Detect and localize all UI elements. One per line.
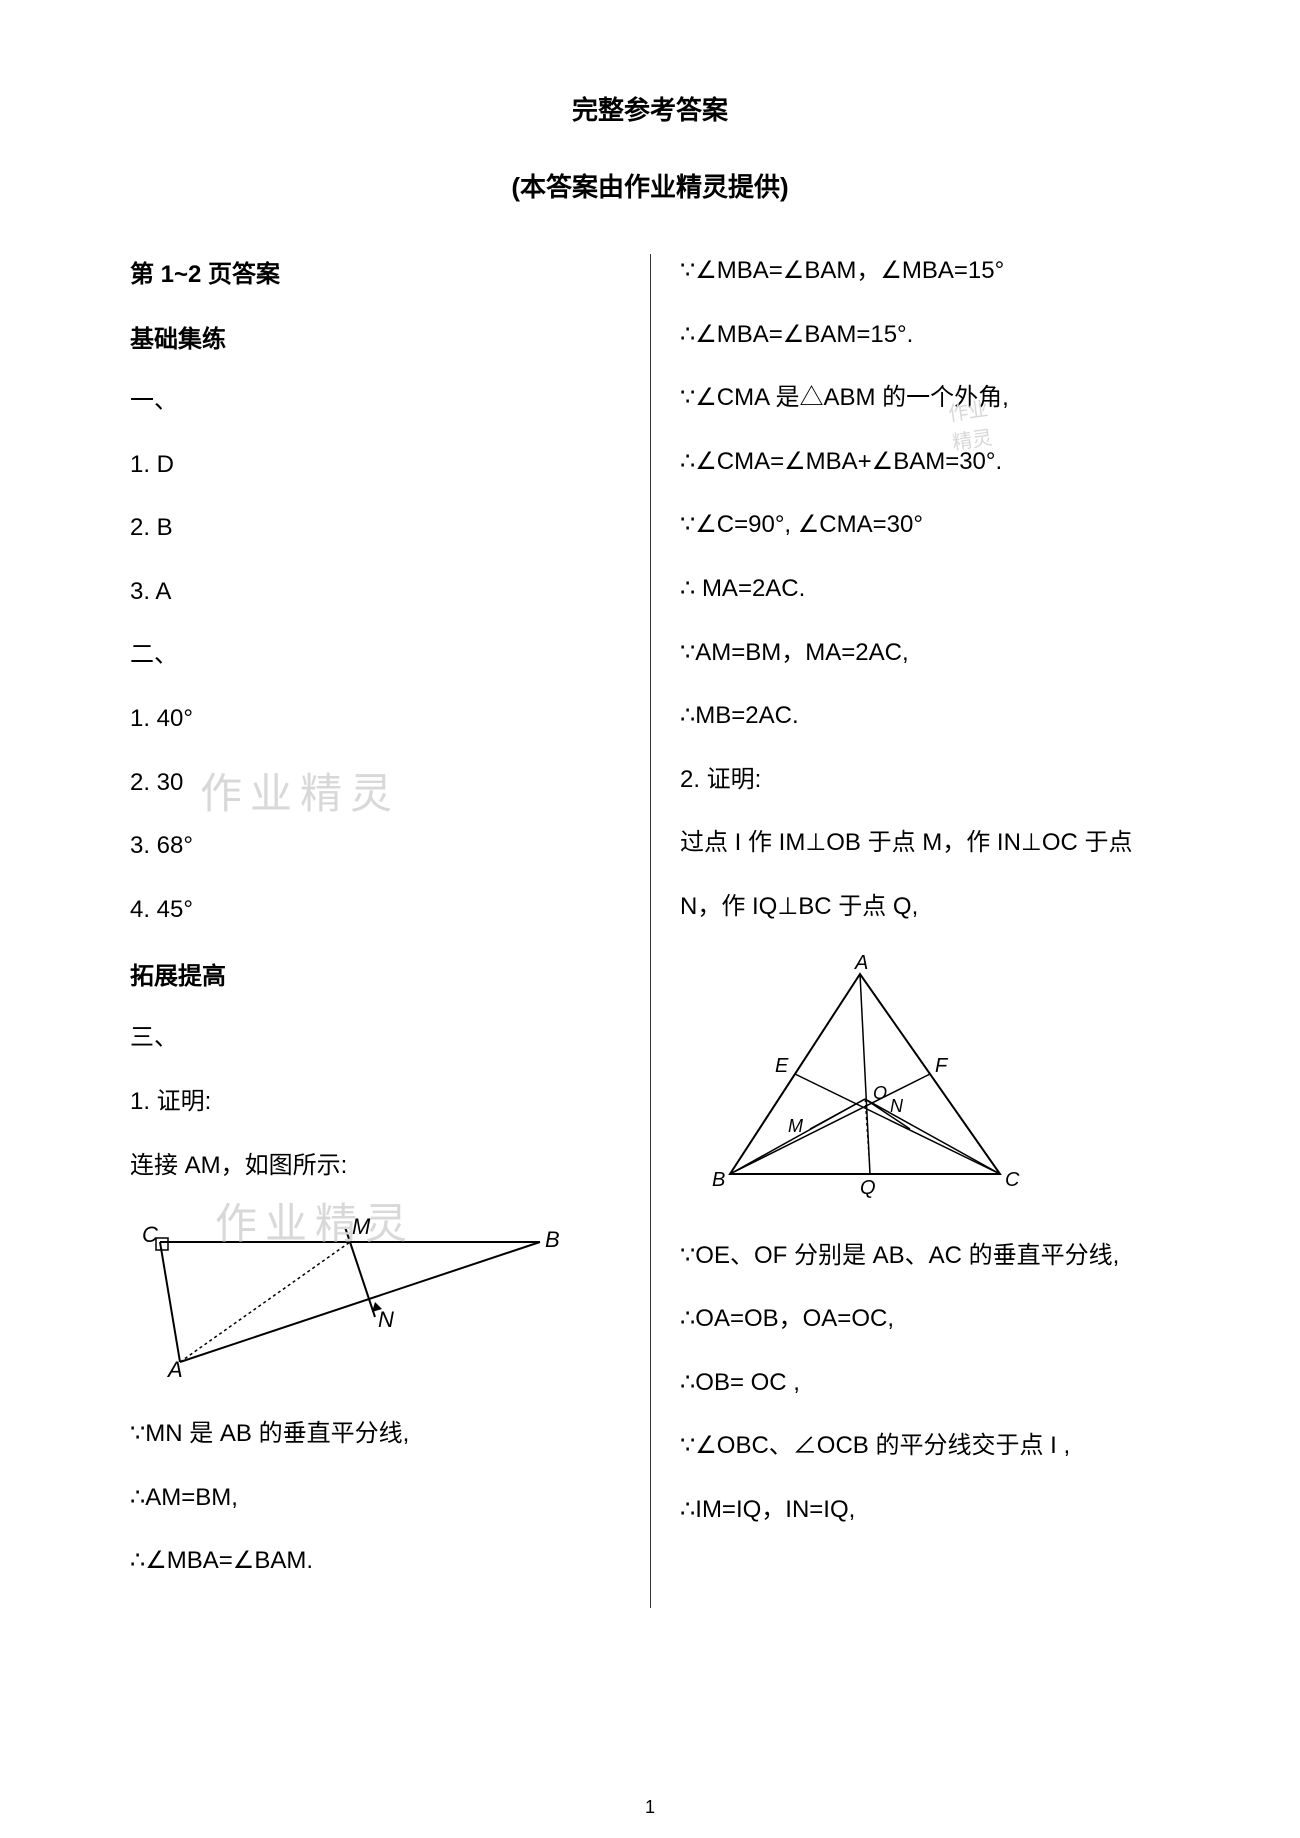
line-om: [810, 1099, 865, 1129]
answer-1-3: 3. A: [130, 575, 620, 609]
line-ce: [795, 1074, 1000, 1174]
line-co: [865, 1099, 1000, 1174]
right-line5: ∵∠C=90°, ∠CMA=30°: [680, 508, 1170, 542]
label-n: N: [378, 1307, 394, 1332]
proof-1-line1: ∵MN 是 AB 的垂直平分线,: [130, 1417, 620, 1451]
answer-1-2: 2. B: [130, 511, 620, 545]
label2-b: B: [712, 1169, 725, 1191]
figure-2-triangle: A B C E F O M N Q: [680, 954, 1170, 1209]
right-line16: ∴IM=IQ，IN=IQ,: [680, 1493, 1170, 1527]
main-title: 完整参考答案: [110, 90, 1190, 127]
answer-1-1: 1. D: [130, 448, 620, 482]
label2-c: C: [1005, 1169, 1020, 1191]
line-ab: [180, 1242, 540, 1362]
proof-1-line3: ∴∠MBA=∠BAM.: [130, 1544, 620, 1578]
proof-1-text: 连接 AM，如图所示:: [130, 1149, 620, 1183]
column-divider: [650, 254, 651, 1608]
line-am-dashed: [180, 1242, 350, 1362]
right-line3: ∵∠CMA 是△ABM 的一个外角,: [680, 381, 1170, 415]
answer-2-2: 2. 30: [130, 766, 620, 800]
proof-1-line2: ∴AM=BM,: [130, 1481, 620, 1515]
right-column: ∵∠MBA=∠BAM，∠MBA=15° ∴∠MBA=∠BAM=15°. ∵∠CM…: [650, 254, 1190, 1608]
right-line9: 2. 证明:: [680, 763, 1170, 797]
triangle-svg-1: C B A M N: [130, 1212, 570, 1382]
content-area: 第 1~2 页答案 基础集练 一、 1. D 2. B 3. A 二、 1. 4…: [110, 254, 1190, 1608]
right-line11: N，作 IQ⊥BC 于点 Q,: [680, 890, 1170, 924]
line-mn: [345, 1227, 375, 1317]
answer-2-3: 3. 68°: [130, 829, 620, 863]
label-m: M: [352, 1214, 371, 1239]
right-line13: ∴OA=OB，OA=OC,: [680, 1302, 1170, 1336]
answer-2-4: 4. 45°: [130, 893, 620, 927]
line-on: [865, 1099, 910, 1129]
label2-o: O: [873, 1083, 887, 1103]
right-line10: 过点 I 作 IM⊥OB 于点 M，作 IN⊥OC 于点: [680, 826, 1170, 860]
right-line7: ∵AM=BM，MA=2AC,: [680, 636, 1170, 670]
label2-a: A: [854, 954, 868, 974]
part3-label: 三、: [130, 1021, 620, 1055]
figure-1-triangle: C B A M N: [130, 1212, 620, 1387]
label2-e: E: [775, 1055, 789, 1077]
right-line4: ∴∠CMA=∠MBA+∠BAM=30°.: [680, 445, 1170, 479]
section-header-extend: 拓展提高: [130, 956, 620, 991]
left-column: 第 1~2 页答案 基础集练 一、 1. D 2. B 3. A 二、 1. 4…: [110, 254, 650, 1608]
label2-f: F: [935, 1055, 949, 1077]
label-a: A: [166, 1357, 183, 1382]
triangle-svg-2: A B C E F O M N Q: [680, 954, 1040, 1204]
right-line14: ∴OB= OC ,: [680, 1366, 1170, 1400]
label-b: B: [545, 1227, 560, 1252]
part2-label: 二、: [130, 638, 620, 672]
right-line2: ∴∠MBA=∠BAM=15°.: [680, 318, 1170, 352]
line-bf: [730, 1074, 930, 1174]
right-line12: ∵OE、OF 分别是 AB、AC 的垂直平分线,: [680, 1239, 1170, 1273]
label-c: C: [142, 1222, 158, 1247]
section-header-pages: 第 1~2 页答案: [130, 254, 620, 289]
right-line6: ∴ MA=2AC.: [680, 572, 1170, 606]
label2-n: N: [890, 1096, 904, 1116]
right-line8: ∴MB=2AC.: [680, 699, 1170, 733]
right-line15: ∵∠OBC、∠OCB 的平分线交于点 I ,: [680, 1429, 1170, 1463]
subtitle: (本答案由作业精灵提供): [110, 167, 1190, 204]
label2-m: M: [788, 1116, 803, 1136]
section-header-basic: 基础集练: [130, 319, 620, 354]
page-number: 1: [645, 1797, 655, 1818]
label2-q: Q: [860, 1177, 876, 1199]
proof-1-label: 1. 证明:: [130, 1085, 620, 1119]
line-aq: [860, 974, 870, 1174]
part1-label: 一、: [130, 384, 620, 418]
line-ca: [160, 1242, 180, 1362]
answer-2-1: 1. 40°: [130, 702, 620, 736]
right-line1: ∵∠MBA=∠BAM，∠MBA=15°: [680, 254, 1170, 288]
